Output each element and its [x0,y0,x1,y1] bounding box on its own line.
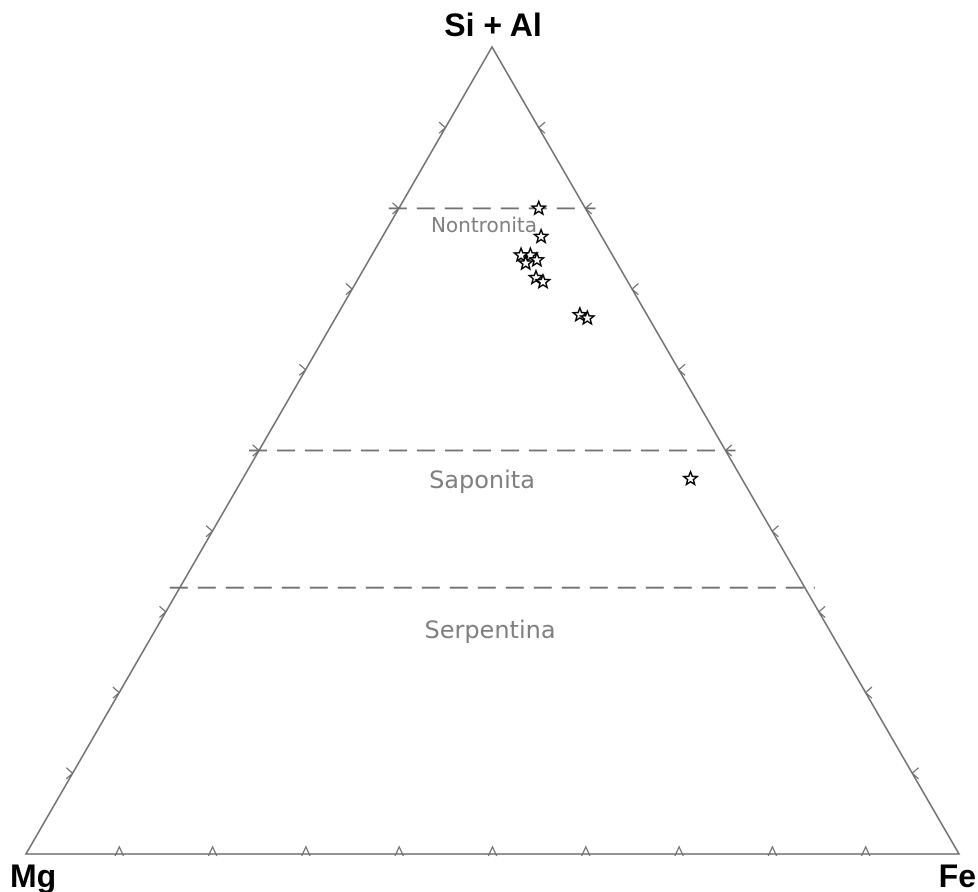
triangle-outline [24,45,961,855]
data-point-star [517,254,535,271]
tick-mark-left [298,363,307,376]
tick-mark-right [771,525,779,538]
tick-mark-left [159,605,167,618]
tick-mark-left [205,525,214,538]
vertex-label-right: Fe [939,858,976,892]
data-point-star [681,469,700,487]
tick-mark-right [537,121,546,134]
tick-mark-bottom [394,845,404,857]
data-point-star [571,305,589,323]
data-point-star [527,268,545,286]
tick-mark-bottom [301,845,311,857]
field-dividers [169,207,815,589]
tick-mark-right [864,686,873,699]
tick-mark-right [817,605,826,618]
tick-mark-right [631,283,639,296]
data-point-star [534,272,552,290]
tick-mark-left [438,121,447,134]
tick-mark-bottom [860,845,871,857]
tick-mark-right [677,363,686,376]
data-point-star [530,199,548,216]
tick-mark-left [345,283,354,296]
tick-mark-left [112,686,121,699]
tick-mark-bottom [487,845,498,857]
field-label-serpentina: Serpentina [424,616,555,644]
data-point-star [512,246,530,263]
data-point-star [578,309,596,326]
triangle-frame [24,45,961,855]
vertex-label-left: Mg [10,858,56,892]
field-label-nontronita: Nontronita [431,213,537,237]
tick-mark-bottom [581,845,591,857]
data-point-star [532,227,550,245]
tick-mark-bottom [114,845,125,857]
data-point-star [528,250,546,268]
data-points [512,199,700,487]
tick-mark-left [65,767,74,780]
vertex-label-top: Si + Al [444,7,542,43]
tick-mark-bottom [207,845,218,857]
field-label-saponita: Saponita [429,466,535,494]
tick-mark-right [911,767,920,780]
tick-mark-bottom [674,845,684,857]
tick-mark-bottom [767,845,778,857]
